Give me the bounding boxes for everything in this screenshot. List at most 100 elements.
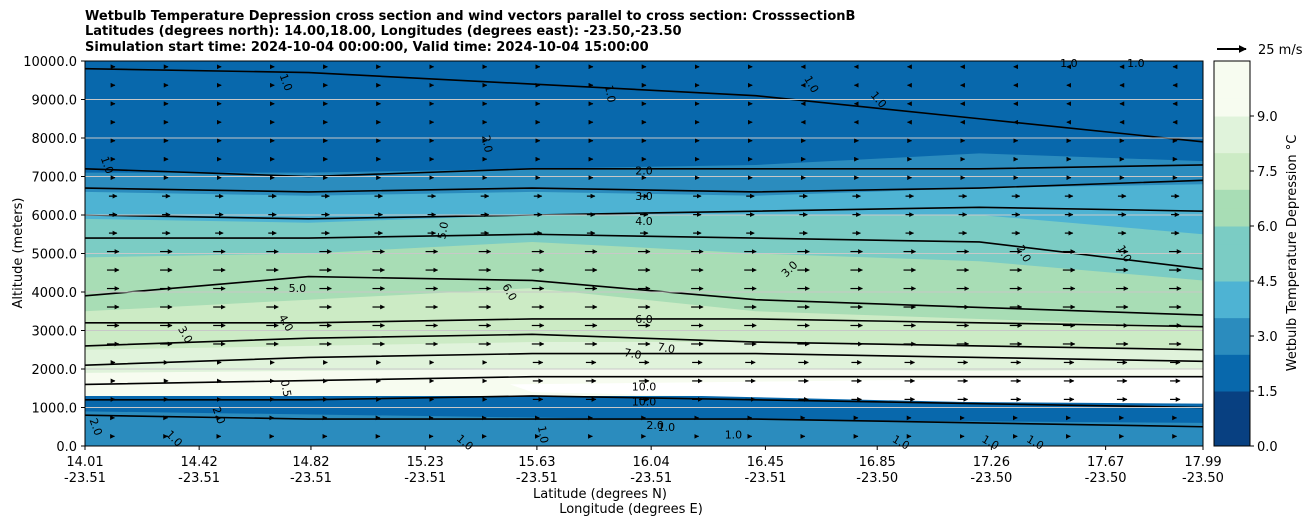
chart-title: Wetbulb Temperature Depression cross sec… <box>85 9 856 24</box>
colorbar-segment <box>1214 262 1250 282</box>
x-tick-label-lon: -23.51 <box>290 471 332 486</box>
y-tick-label: 2000.0 <box>32 363 78 378</box>
contour-line-7 <box>85 333 1203 351</box>
contour-label: 1.0 <box>277 72 295 93</box>
x-tick-label-lat: 16.45 <box>747 455 784 470</box>
colorbar-segment <box>1214 171 1250 190</box>
y-tick-label: 6000.0 <box>32 209 78 224</box>
contour-label: 2.0 <box>635 165 653 178</box>
x-axis: 14.01-23.5114.42-23.5114.82-23.5115.23-2… <box>64 446 1224 486</box>
colorbar-tick-label: 0.0 <box>1257 440 1278 455</box>
y-tick-label: 3000.0 <box>32 325 78 340</box>
contour-label: 6.0 <box>635 313 653 326</box>
x-tick-label-lon: -23.50 <box>1182 471 1224 486</box>
colorbar-segment <box>1214 391 1250 410</box>
contour-line-4 <box>85 233 1203 270</box>
x-tick-label-lon: -23.51 <box>744 471 786 486</box>
contour-line-6 <box>85 318 1203 328</box>
y-axis-label: Altitude (meters) <box>11 198 26 309</box>
y-tick-label: 5000.0 <box>32 248 78 263</box>
x-tick-label-lat: 15.23 <box>407 455 444 470</box>
colorbar-tick-label: 4.5 <box>1257 275 1278 290</box>
colorbar-segment <box>1214 409 1250 429</box>
colorbar-segment <box>1214 244 1250 264</box>
colorbar-segment <box>1214 61 1250 80</box>
chart-subtitle-times: Simulation start time: 2024-10-04 00:00:… <box>85 40 649 55</box>
y-axis: 0.0 1000.0 2000.0 3000.0 4000.0 5000.0 6000.0 7… <box>23 55 85 455</box>
gridlines <box>85 99 1203 408</box>
x-tick-label-lon: -23.51 <box>178 471 220 486</box>
colorbar-segment <box>1214 336 1250 355</box>
contour-line-8 <box>85 352 1203 366</box>
contour-label: 2.0 <box>646 419 664 432</box>
contour-label: 1.0 <box>535 425 551 444</box>
colorbar: 0.0 1.5 3.0 4.5 6.0 7.5 9.0 <box>1213 60 1278 455</box>
colorbar-segment <box>1214 152 1250 172</box>
colorbar-segment <box>1214 299 1250 319</box>
x-tick-label-lat: 14.42 <box>181 455 218 470</box>
x-tick-label-lat: 15.63 <box>518 455 555 470</box>
contour-label: 10.0 <box>632 380 657 393</box>
contour-label: 7.0 <box>623 346 642 362</box>
y-tick-label: 7000.0 <box>32 171 78 186</box>
contour-label: 0.5 <box>278 379 294 398</box>
colorbar-segment <box>1214 281 1250 300</box>
colorbar-segment <box>1214 116 1250 135</box>
contour-label: 2.0 <box>87 416 105 437</box>
colorbar-segment <box>1214 79 1250 99</box>
colorbar-tick-label: 7.5 <box>1257 165 1278 180</box>
contour-line-1 <box>85 164 1203 178</box>
colorbar-segment <box>1214 427 1250 447</box>
x-axis-label-latitude: Latitude (degrees N) <box>533 487 667 502</box>
contour-label: 4.0 <box>635 215 653 228</box>
x-tick-label-lat: 16.85 <box>859 455 896 470</box>
wind-vectors <box>106 64 1182 439</box>
colorbar-tick-label: 3.0 <box>1257 330 1278 345</box>
x-tick-label-lat: 17.99 <box>1184 455 1221 470</box>
colorbar-segment <box>1214 317 1250 337</box>
contour-label: 1.0 <box>1127 57 1145 70</box>
contour-label: 5.0 <box>435 221 451 240</box>
x-tick-label-lon: -23.51 <box>630 471 672 486</box>
colorbar-segment <box>1214 372 1250 392</box>
contour-band-surface <box>85 411 1203 446</box>
colorbar-segment <box>1214 134 1250 154</box>
x-tick-label-lon: -23.51 <box>64 471 106 486</box>
x-tick-label-lat: 16.04 <box>633 455 670 470</box>
contour-label: 2.0 <box>210 405 228 426</box>
chart-subtitle-coordinates: Latitudes (degrees north): 14.00,18.00, … <box>85 24 682 39</box>
x-tick-label-lat: 17.26 <box>973 455 1010 470</box>
x-tick-label-lon: -23.51 <box>516 471 558 486</box>
colorbar-segment <box>1214 97 1250 117</box>
contour-label: 1.0 <box>658 421 676 434</box>
contour-label: 1.0 <box>1060 57 1078 70</box>
x-tick-label-lon: -23.50 <box>970 471 1012 486</box>
y-tick-label: 0.0 <box>56 440 77 455</box>
contour-label: 1.0 <box>725 428 743 441</box>
contour-label: 5.0 <box>289 282 307 295</box>
contour-line-5 <box>85 275 1203 316</box>
colorbar-label: Wetbulb Temperature Depression °C <box>1285 135 1300 372</box>
contour-band-upper <box>85 61 1203 138</box>
colorbar-segment <box>1214 207 1250 227</box>
contour-band-max <box>509 376 1203 408</box>
colorbar-segment <box>1214 226 1250 245</box>
y-tick-label: 10000.0 <box>23 55 77 70</box>
x-axis-label-longitude: Longitude (degrees E) <box>559 502 703 517</box>
x-tick-label-lat: 17.67 <box>1087 455 1124 470</box>
contour-label: 1.0 <box>602 84 618 103</box>
y-tick-label: 9000.0 <box>32 94 78 109</box>
colorbar-tick-label: 9.0 <box>1257 110 1278 125</box>
y-tick-label: 1000.0 <box>32 402 78 417</box>
x-tick-label-lat: 14.01 <box>66 455 103 470</box>
contour-label: 10.0 <box>632 396 657 409</box>
x-tick-label-lon: -23.50 <box>1085 471 1127 486</box>
contour-label: 7.0 <box>657 340 676 356</box>
colorbar-frame <box>1213 60 1251 447</box>
colorbar-tick-label: 1.5 <box>1257 385 1278 400</box>
contour-line-2 <box>85 179 1203 193</box>
x-tick-label-lon: -23.50 <box>856 471 898 486</box>
x-tick-label-lat: 14.82 <box>292 455 329 470</box>
quiver-key-label: 25 m/s <box>1258 43 1303 58</box>
